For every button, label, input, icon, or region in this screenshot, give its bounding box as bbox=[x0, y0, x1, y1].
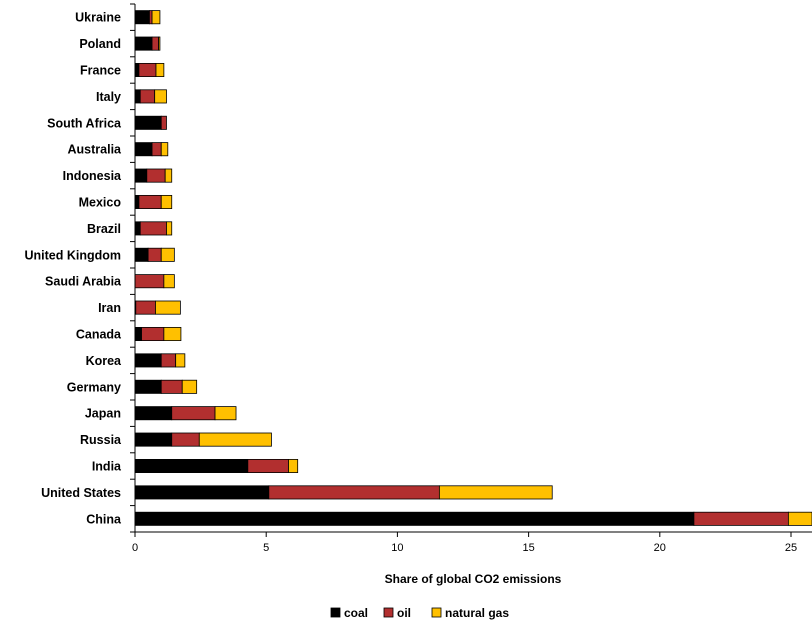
x-tick-label: 25 bbox=[785, 542, 797, 554]
bar-coal-russia bbox=[134, 432, 173, 447]
bar-natural-gas-australia bbox=[160, 142, 169, 157]
category-labels: China United States India Russia Japan German… bbox=[24, 11, 122, 527]
category-label: South Africa bbox=[47, 116, 122, 130]
bar-oil-iran bbox=[135, 300, 156, 315]
bar-oil-united-states bbox=[268, 485, 440, 500]
bar-oil-india bbox=[247, 458, 289, 473]
bar-oil-france bbox=[138, 63, 157, 78]
bar-natural-gas-italy bbox=[154, 89, 167, 104]
x-axis-title: Share of global CO2 emissions bbox=[385, 572, 562, 586]
bar-coal-mexico bbox=[134, 194, 140, 209]
x-axis-ticks: 0 5 10 15 20 25 bbox=[132, 532, 797, 554]
bar-coal-japan bbox=[134, 406, 173, 421]
category-label: Brazil bbox=[87, 222, 121, 236]
x-tick-label: 20 bbox=[654, 542, 666, 554]
category-label: Indonesia bbox=[63, 169, 122, 183]
bar-natural-gas-united-states bbox=[438, 485, 553, 500]
category-label: United States bbox=[41, 486, 121, 500]
bar-oil-mexico bbox=[138, 194, 162, 209]
bar-coal-italy bbox=[134, 89, 141, 104]
bar-coal-united-states bbox=[134, 485, 270, 500]
bar-coal-ukraine bbox=[134, 10, 150, 25]
bar-oil-russia bbox=[171, 432, 200, 447]
legend-label-oil: oil bbox=[397, 606, 411, 620]
category-label: Saudi Arabia bbox=[45, 275, 122, 289]
legend: coal oil natural gas bbox=[330, 606, 509, 620]
bar-natural-gas-canada bbox=[163, 326, 182, 341]
bar-coal-france bbox=[134, 63, 140, 78]
y-axis-ticks bbox=[130, 3, 135, 533]
category-label: Canada bbox=[76, 328, 122, 342]
bar-oil-korea bbox=[160, 353, 177, 368]
category-label: Russia bbox=[80, 433, 122, 447]
bar-natural-gas-iran bbox=[155, 300, 181, 315]
x-tick-label: 5 bbox=[263, 542, 269, 554]
bar-natural-gas-russia bbox=[198, 432, 272, 447]
bar-coal-poland bbox=[134, 36, 153, 51]
bar-natural-gas-india bbox=[288, 458, 299, 473]
category-label: United Kingdom bbox=[24, 248, 121, 262]
bar-natural-gas-indonesia bbox=[164, 168, 173, 183]
category-label: Japan bbox=[85, 407, 121, 421]
bar-oil-australia bbox=[151, 142, 162, 157]
bar-natural-gas-china bbox=[787, 511, 812, 526]
category-label: Ukraine bbox=[75, 11, 121, 25]
bar-natural-gas-japan bbox=[214, 406, 237, 421]
bar-oil-brazil bbox=[139, 221, 167, 236]
bar-oil-china bbox=[693, 511, 789, 526]
legend-swatch-coal bbox=[330, 607, 341, 618]
bar-natural-gas-mexico bbox=[160, 194, 173, 209]
bar-coal-china bbox=[134, 511, 695, 526]
category-label: France bbox=[80, 64, 121, 78]
bar-coal-indonesia bbox=[134, 168, 148, 183]
category-label: China bbox=[86, 512, 122, 526]
category-label: Poland bbox=[79, 37, 121, 51]
category-label: Australia bbox=[68, 143, 123, 157]
bar-coal-korea bbox=[134, 353, 162, 368]
bar-coal-south-africa bbox=[134, 115, 162, 130]
bar-coal-australia bbox=[134, 142, 153, 157]
bar-oil-italy bbox=[139, 89, 156, 104]
legend-label-natural-gas: natural gas bbox=[445, 606, 509, 620]
bar-oil-indonesia bbox=[146, 168, 166, 183]
bar-natural-gas-poland bbox=[158, 36, 161, 51]
legend-label-coal: coal bbox=[344, 606, 368, 620]
category-label: Italy bbox=[96, 90, 121, 104]
bar-oil-germany bbox=[160, 379, 183, 394]
bar-natural-gas-france bbox=[155, 63, 165, 78]
bar-oil-saudi-arabia bbox=[134, 274, 165, 289]
category-label: Mexico bbox=[79, 196, 122, 210]
x-tick-label: 10 bbox=[391, 542, 403, 554]
bar-coal-canada bbox=[134, 326, 142, 341]
bar-oil-japan bbox=[171, 406, 216, 421]
legend-swatch-natural-gas bbox=[431, 607, 442, 618]
bar-oil-canada bbox=[141, 326, 165, 341]
bar-natural-gas-united-kingdom bbox=[160, 247, 175, 262]
legend-swatch-oil bbox=[383, 607, 394, 618]
bar-natural-gas-ukraine bbox=[151, 10, 161, 25]
category-label: India bbox=[92, 460, 122, 474]
bar-coal-united-kingdom bbox=[134, 247, 149, 262]
bar-natural-gas-saudi-arabia bbox=[163, 274, 175, 289]
bar-natural-gas-korea bbox=[175, 353, 186, 368]
category-label: Germany bbox=[67, 380, 121, 394]
bar-coal-india bbox=[134, 458, 249, 473]
bars-group bbox=[134, 10, 812, 526]
bar-oil-south-africa bbox=[160, 115, 167, 130]
category-label: Korea bbox=[86, 354, 122, 368]
bar-natural-gas-brazil bbox=[166, 221, 173, 236]
x-tick-label: 0 bbox=[132, 542, 138, 554]
bar-oil-united-kingdom bbox=[147, 247, 162, 262]
x-tick-label: 15 bbox=[522, 542, 534, 554]
bar-oil-poland bbox=[151, 36, 160, 51]
bar-coal-germany bbox=[134, 379, 162, 394]
bar-coal-brazil bbox=[134, 221, 141, 236]
category-label: Iran bbox=[98, 301, 121, 315]
bar-natural-gas-germany bbox=[181, 379, 198, 394]
